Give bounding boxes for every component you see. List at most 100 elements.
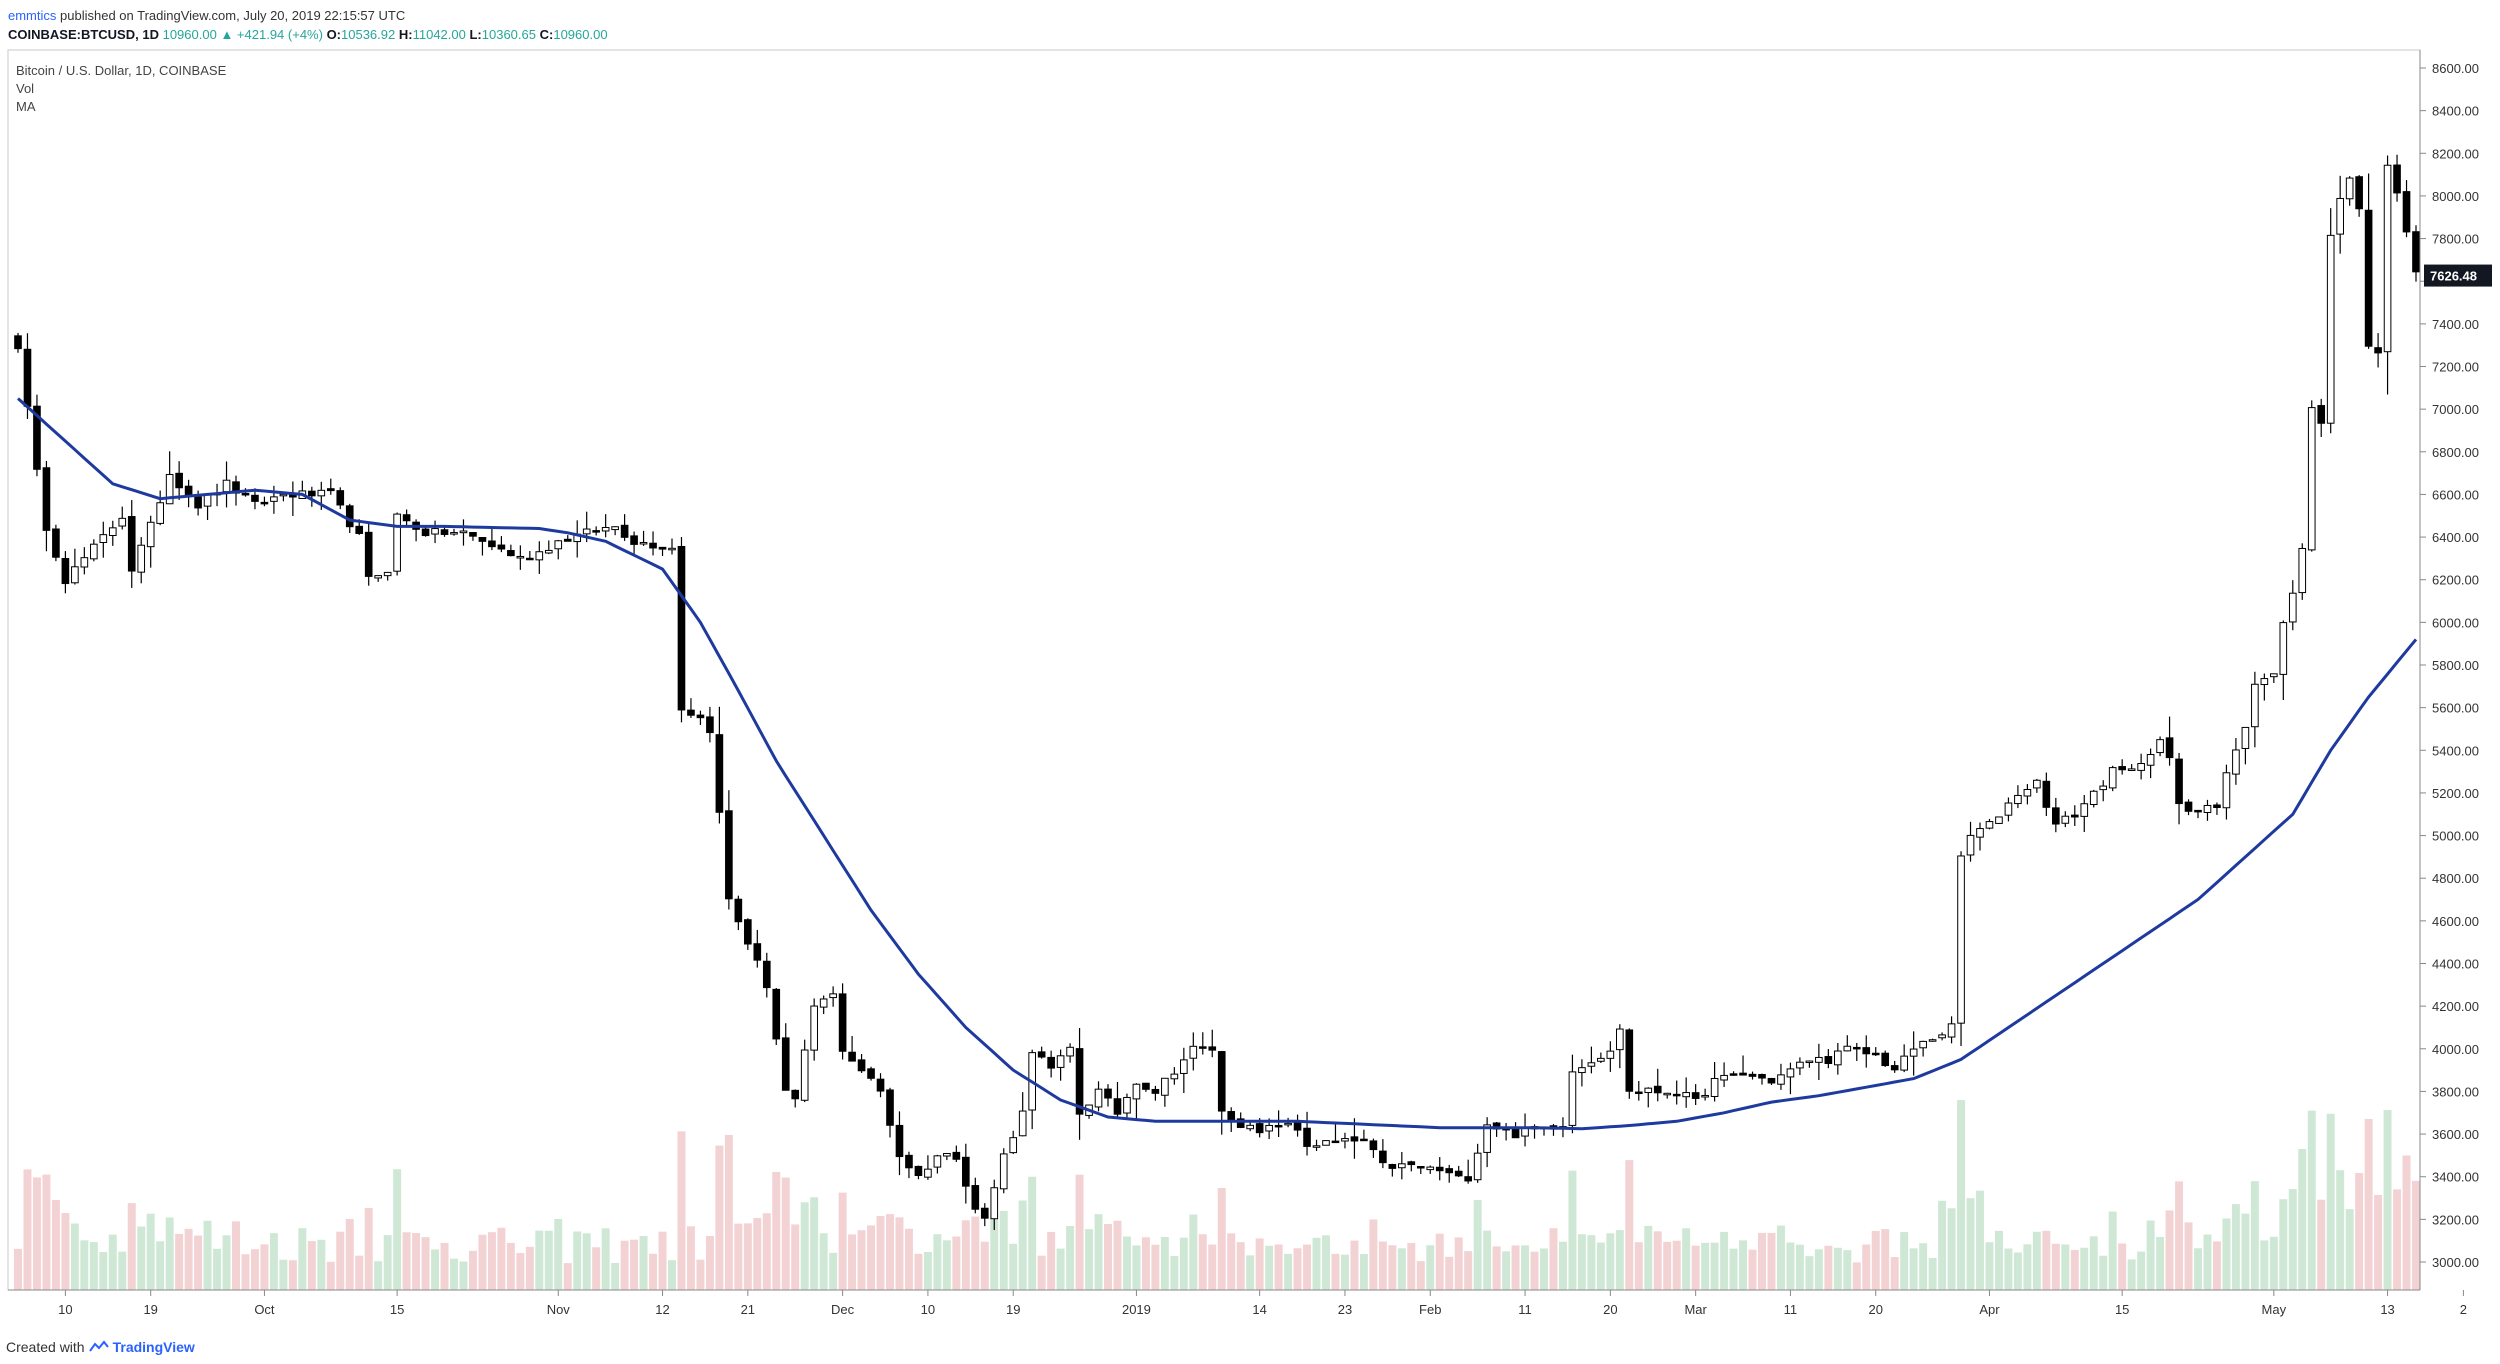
volume-bar	[374, 1261, 383, 1290]
price-tick-label: 6800.00	[2432, 445, 2479, 460]
volume-bar	[1246, 1255, 1255, 1290]
candle	[526, 550, 534, 561]
volume-bar	[1966, 1198, 1975, 1290]
price-tick-label: 5200.00	[2432, 786, 2479, 801]
volume-bar	[1843, 1250, 1852, 1290]
candle	[535, 541, 544, 574]
publish-line: emmtics published on TradingView.com, Ju…	[8, 6, 608, 25]
volume-bar	[2184, 1222, 2193, 1290]
author-link[interactable]: emmtics	[8, 8, 57, 23]
volume-bar	[848, 1234, 857, 1290]
candle	[2184, 799, 2193, 816]
volume-bar	[1397, 1248, 1406, 1290]
candle	[1938, 1032, 1946, 1041]
candle	[459, 519, 468, 546]
volume-bar	[1464, 1251, 1473, 1290]
volume-bar	[601, 1228, 610, 1290]
volume-bar	[1634, 1242, 1643, 1290]
candle	[2194, 809, 2202, 819]
candle	[1398, 1152, 1406, 1180]
volume-bar	[1255, 1238, 1264, 1290]
candle	[734, 895, 743, 931]
candle	[649, 531, 657, 556]
volume-bar	[241, 1254, 250, 1290]
volume-bar	[1786, 1242, 1795, 1290]
candle	[1379, 1139, 1387, 1169]
candle	[1047, 1050, 1055, 1078]
price-tick-label: 7200.00	[2432, 360, 2479, 375]
candle	[2175, 752, 2183, 825]
volume-bar	[772, 1171, 781, 1290]
volume-bar	[791, 1224, 800, 1290]
candle	[1151, 1085, 1160, 1101]
volume-bar	[582, 1233, 591, 1290]
candle	[1843, 1035, 1852, 1052]
candle	[943, 1153, 951, 1161]
volume-bar	[1369, 1219, 1378, 1290]
candle	[1473, 1143, 1482, 1183]
price-change: ▲ +421.94 (+4%)	[220, 27, 323, 42]
candle	[61, 551, 70, 594]
volume-bar	[1303, 1244, 1312, 1290]
candle	[165, 451, 174, 505]
candle	[781, 1023, 790, 1091]
volume-bar	[535, 1230, 544, 1290]
candle	[2232, 737, 2240, 785]
candle	[1568, 1054, 1577, 1134]
price-axis[interactable]: 8600.008400.008200.008000.007800.007600.…	[2419, 50, 2479, 1290]
volume-bar	[942, 1240, 951, 1290]
volume-bar	[326, 1261, 335, 1290]
candle	[1426, 1165, 1435, 1174]
candle	[1312, 1139, 1321, 1152]
candle	[99, 521, 108, 558]
volume-bar	[1009, 1243, 1018, 1290]
candle	[2222, 764, 2231, 820]
volume-bar	[317, 1239, 326, 1290]
candle	[2203, 799, 2212, 821]
volume-bar	[696, 1259, 705, 1290]
candle	[270, 485, 278, 514]
tradingview-brand-link[interactable]: TradingView	[112, 1339, 195, 1355]
candle	[1198, 1032, 1207, 1055]
volume-bar	[743, 1223, 752, 1290]
volume-bar	[2269, 1236, 2278, 1290]
volume-bar	[2288, 1189, 2297, 1290]
volume-bar	[1852, 1262, 1861, 1290]
volume-bar	[1521, 1245, 1530, 1290]
candle	[658, 546, 667, 557]
time-tick-label: 11	[1784, 1302, 1798, 1317]
time-tick-label: Feb	[1419, 1302, 1441, 1317]
volume-bar	[1871, 1230, 1880, 1290]
time-tick-label: Oct	[254, 1302, 275, 1317]
time-axis[interactable]: 10 19 Oct 15 Nov 12 21 Dec 10 19 2019 14 23 Feb 11 20 Ma…	[8, 1289, 2467, 1317]
candle	[1597, 1052, 1605, 1063]
candle	[1435, 1157, 1444, 1181]
price-tick-label: 3800.00	[2432, 1084, 2479, 1099]
candle	[2014, 785, 2022, 809]
volume-bar	[895, 1217, 904, 1290]
volume-bar	[990, 1214, 999, 1290]
time-tick-label: 13	[2380, 1302, 2394, 1317]
volume-bar	[1663, 1241, 1672, 1290]
candle	[800, 1039, 809, 1103]
candle	[1322, 1140, 1330, 1146]
candle	[1976, 822, 1984, 851]
volume-bar	[146, 1213, 155, 1290]
volume-bar	[1435, 1233, 1444, 1290]
volume-bar	[431, 1249, 440, 1290]
time-tick-label: Mar	[1684, 1302, 1707, 1317]
candle	[90, 539, 98, 562]
volume-bar	[1160, 1236, 1169, 1290]
volume-bar	[2250, 1181, 2259, 1290]
chart-legend: Bitcoin / U.S. Dollar, 1D, COINBASE Vol …	[16, 63, 227, 114]
volume-bar	[345, 1218, 354, 1290]
time-tick-label: 19	[1006, 1302, 1020, 1317]
volume-bar	[1416, 1261, 1425, 1290]
volume-bar	[1558, 1241, 1567, 1290]
volume-bar	[1900, 1232, 1909, 1290]
volume-bar	[876, 1215, 885, 1290]
price-tick-label: 4800.00	[2432, 871, 2479, 886]
volume-bar	[1568, 1170, 1577, 1290]
time-tick-label: 15	[2115, 1302, 2129, 1317]
